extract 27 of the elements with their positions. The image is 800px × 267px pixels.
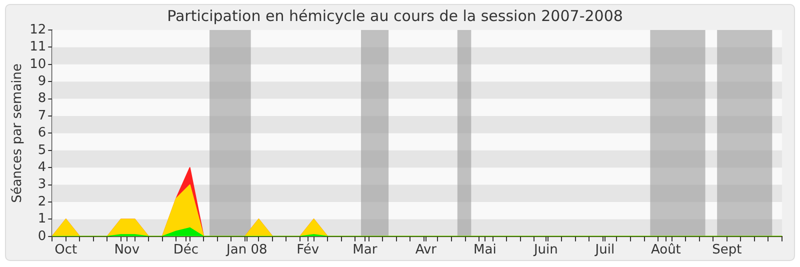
y-tick-label: 1 (38, 212, 46, 227)
x-tick-label: Juin (532, 242, 558, 258)
y-tick-label: 3 (38, 177, 46, 192)
x-tick-label: Fév (296, 242, 320, 258)
y-tick-label: 5 (38, 142, 46, 158)
x-tick-label: Déc (173, 242, 198, 258)
y-tick-label: 11 (30, 40, 46, 55)
y-axis-title: Séances par semaine (10, 63, 26, 203)
y-tick-label: 0 (38, 228, 46, 244)
x-tick-label: Oct (54, 242, 78, 258)
y-tick-label: 12 (30, 22, 46, 38)
x-tick-label: Mai (474, 242, 496, 258)
x-tick-label: Mar (352, 242, 378, 258)
x-tick-label: Août (650, 242, 681, 258)
x-tick-label: Avr (415, 242, 438, 258)
y-tick-label: 4 (38, 160, 46, 175)
x-tick-label: Sept (712, 242, 742, 258)
y-tick-label: 9 (38, 74, 46, 89)
y-tick-label: 2 (38, 194, 46, 210)
y-tick-label: 8 (38, 91, 46, 106)
chart-title: Participation en hémicycle au cours de la session 2007-2008 (167, 6, 623, 25)
y-tick-label: 10 (30, 56, 46, 72)
x-tick-label: Jan 08 (226, 242, 268, 258)
x-tick-label: Juil (594, 242, 615, 258)
x-tick-label: Nov (114, 242, 140, 258)
y-tick-label: 7 (38, 108, 46, 124)
y-tick-label: 6 (38, 126, 46, 141)
